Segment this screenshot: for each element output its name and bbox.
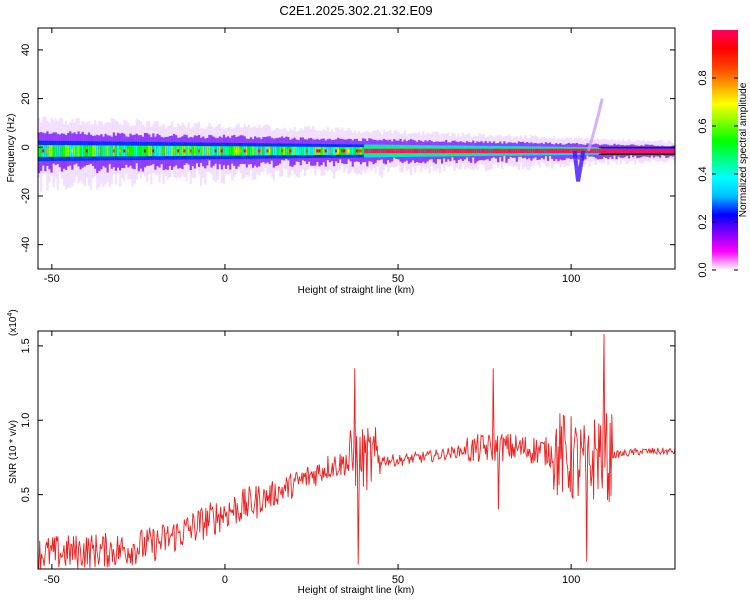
spectrogram-xtick-label: 100 [562, 273, 580, 285]
spectrogram-ytick-label: 40 [20, 44, 32, 56]
colorbar-tick-label: 0.2 [697, 214, 709, 229]
snr-y-exponent: (x104) [7, 309, 19, 336]
spectrogram-xtick-label: 50 [392, 273, 404, 285]
colorbar-ticks: 0.0 0.2 0.4 0.6 0.8 [697, 70, 738, 278]
snr-series-line [38, 333, 675, 569]
spectrogram-panel: -50 0 50 100 -40 -20 0 20 40 Height of straight … [6, 27, 676, 296]
colorbar-tick-label: 0.0 [697, 262, 709, 277]
spectrogram-xlabel: Height of straight line (km) [298, 285, 415, 296]
snr-xtick-label: 50 [392, 574, 404, 586]
spectrogram-ytick-label: 0 [20, 144, 32, 150]
spectrogram-ytick-label: 20 [20, 92, 32, 104]
snr-panel: -50 0 50 100 0.5 1.0 1.5 Height of straight li… [7, 309, 676, 596]
snr-xtick-label: -50 [44, 574, 60, 586]
colorbar-tick-label: 0.8 [697, 70, 709, 85]
snr-ylabel: SNR (10 * v/v) [8, 420, 19, 484]
colorbar: 0.0 0.2 0.4 0.6 0.8 Normalized spectral ampl… [697, 30, 749, 278]
colorbar-tick-label: 0.4 [697, 166, 709, 181]
snr-xtick-label: 0 [222, 574, 228, 586]
spectrogram-axes: -50 0 50 100 -40 -20 0 20 40 [20, 28, 675, 285]
colorbar-label: Normalized spectral amplitude [738, 82, 749, 217]
snr-frame [37, 330, 676, 570]
spectrogram-xtick-label: -50 [44, 273, 60, 285]
snr-xlabel: Height of straight line (km) [298, 585, 415, 596]
snr-ytick-label: 0.5 [20, 487, 32, 502]
spectrogram-ytick-label: -20 [20, 188, 32, 204]
colorbar-gradient [712, 30, 738, 270]
spectrogram-frame [37, 27, 676, 270]
figure-title: C2E1.2025.302.21.32.E09 [279, 3, 432, 18]
spectrogram-ridge [38, 98, 675, 192]
snr-xtick-label: 100 [562, 574, 580, 586]
snr-ytick-label: 1.0 [20, 413, 32, 428]
snr-axes: -50 0 50 100 0.5 1.0 1.5 [20, 331, 675, 586]
snr-ytick-label: 1.5 [20, 338, 32, 353]
spectrogram-ylabel: Frequency (Hz) [6, 114, 17, 183]
colorbar-tick-label: 0.6 [697, 118, 709, 133]
spectrogram-xtick-label: 0 [222, 273, 228, 285]
spectrogram-ytick-label: -40 [20, 237, 32, 253]
